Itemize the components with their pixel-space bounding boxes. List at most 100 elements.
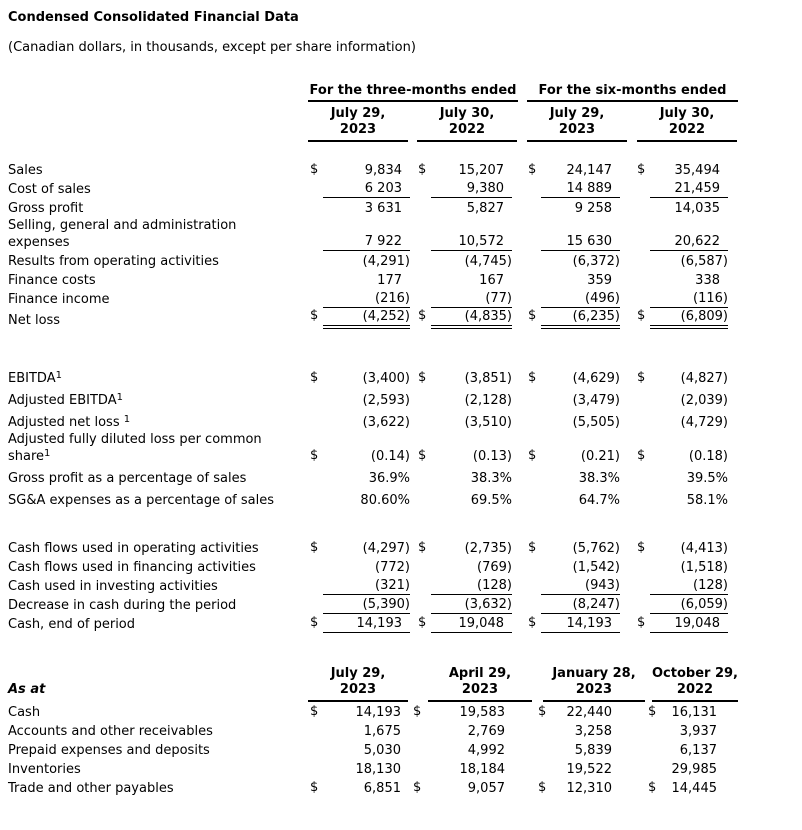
as-at-table: As at July 29, 2023 April 29, 2023 Janua… — [8, 665, 746, 797]
table-row: Sales $9,834 $15,207 $24,147 $35,494 — [8, 160, 746, 179]
table-row: Adjusted net loss 1 (3,622) (3,510) (5,505)… — [8, 409, 746, 431]
column-header: January 28, 2023 — [543, 665, 645, 702]
cell-value: 19,522 — [566, 762, 613, 777]
value-cell: (6,059) — [637, 596, 728, 614]
table-row: Cash flows used in operating activities $… — [8, 538, 746, 557]
value-cell: 9 258 — [528, 200, 620, 217]
value-cell: 14 889 — [528, 180, 620, 198]
cell-value: 7 922 — [323, 233, 410, 251]
cell-value: 19,048 — [431, 615, 512, 633]
table-row: Cash flows used in financing activities (… — [8, 557, 746, 576]
row-label: SG&A expenses as a percentage of sales — [8, 493, 275, 508]
dollar-sign: $ — [528, 162, 537, 177]
value-cell: 39.5% — [637, 470, 728, 487]
value-cell: 1,675 — [310, 723, 410, 740]
value-cell: 6 203 — [310, 180, 410, 198]
value-cell: 4,992 — [413, 742, 532, 759]
value-cell: 6,137 — [648, 742, 738, 759]
dollar-sign: $ — [418, 448, 427, 463]
cell-value: (4,729) — [680, 415, 728, 430]
row-label: Selling, general and administration expe… — [8, 218, 237, 250]
cell-value: 177 — [377, 273, 402, 288]
dollar-sign: $ — [538, 780, 547, 795]
value-cell: 21,459 — [637, 180, 728, 198]
column-header: October 29, 2022 — [652, 665, 738, 702]
cell-value: (128) — [650, 577, 728, 595]
cell-value: (116) — [650, 290, 728, 308]
cell-value: 38.3% — [578, 471, 620, 486]
dollar-sign: $ — [528, 308, 537, 323]
dollar-sign: $ — [310, 370, 319, 385]
page-subtitle: (Canadian dollars, in thousands, except … — [8, 40, 416, 55]
cell-value: (5,505) — [572, 415, 620, 430]
cell-value: (4,297) — [362, 541, 410, 556]
cell-value: 9 258 — [574, 201, 612, 216]
cell-value: 35,494 — [674, 163, 721, 178]
cell-value: (3,622) — [362, 415, 410, 430]
value-cell: (2,593) — [310, 392, 410, 409]
header-spacer — [8, 104, 308, 142]
row-label: Net loss — [8, 313, 61, 328]
value-cell: $6,851 — [310, 780, 410, 797]
value-cell: (128) — [418, 577, 512, 595]
section-non-gaap-measures: EBITDA1 $ (3,400) $ (3,851) $ (4,629) $ (4,827) A… — [8, 365, 746, 509]
value-cell: (3,479) — [528, 392, 620, 409]
value-cell: 359 — [528, 272, 620, 289]
value-cell: $ (4,413) — [637, 540, 728, 557]
value-cell: (6,587) — [637, 253, 728, 270]
cell-value: 16,131 — [671, 705, 718, 720]
cell-value: (5,390) — [323, 596, 410, 614]
cell-value: (4,827) — [680, 371, 728, 386]
table-row: EBITDA1 $ (3,400) $ (3,851) $ (4,629) $ (4,827) — [8, 365, 746, 387]
cell-value: 5,839 — [574, 743, 612, 758]
cell-value: 14,445 — [671, 781, 718, 796]
table-row: Cash $14,193 $19,583 $22,440 $16,131 — [8, 702, 746, 721]
dollar-sign: $ — [310, 162, 319, 177]
column-header: July 29, 2023 — [308, 665, 408, 702]
cell-value: (769) — [477, 560, 512, 575]
dollar-sign: $ — [637, 162, 646, 177]
value-cell: $ (3,851) — [418, 370, 512, 387]
table-row: Finance costs 177 167 359 338 — [8, 270, 746, 289]
cell-value: 167 — [479, 273, 504, 288]
value-cell: $ (5,762) — [528, 540, 620, 557]
value-cell: 5,030 — [310, 742, 410, 759]
cell-value: 15 630 — [541, 233, 620, 251]
table-row: Gross profit as a percentage of sales 36.… — [8, 465, 746, 487]
row-label: Gross profit — [8, 201, 84, 216]
value-cell: 10,572 — [418, 233, 512, 251]
value-cell: $ (4,629) — [528, 370, 620, 387]
table-row: Selling, general and administration expe… — [8, 217, 746, 251]
cell-value: 69.5% — [470, 493, 512, 508]
column-header: July 30, 2022 — [637, 104, 737, 142]
cell-value: (1,542) — [572, 560, 620, 575]
value-cell: (3,622) — [310, 414, 410, 431]
cell-value: 58.1% — [686, 493, 728, 508]
cell-value: 2,769 — [467, 724, 505, 739]
cell-value: 14,193 — [541, 615, 620, 633]
cell-value: 19,048 — [650, 615, 728, 633]
table-row: Prepaid expenses and deposits 5,030 4,992 5… — [8, 740, 746, 759]
table-row: Adjusted EBITDA1 (2,593) (2,128) (3,479) (2,… — [8, 387, 746, 409]
value-cell: 58.1% — [637, 492, 728, 509]
cell-value: (0.13) — [472, 449, 512, 464]
table-row: Decrease in cash during the period (5,390… — [8, 595, 746, 614]
cell-value: (6,587) — [680, 254, 728, 269]
value-cell: (77) — [418, 290, 512, 308]
cell-value: 338 — [695, 273, 720, 288]
row-label: Cash used in investing activities — [8, 579, 218, 594]
table-row: Cash, end of period $14,193 $19,048 $14,193… — [8, 614, 746, 633]
cell-value: (1,518) — [680, 560, 728, 575]
cell-value: (0.21) — [580, 449, 620, 464]
cell-value: 14 889 — [541, 180, 620, 198]
cell-value: 18,184 — [459, 762, 506, 777]
column-group-header-six-months: For the six-months ended — [527, 82, 738, 102]
cell-value: (6,235) — [541, 308, 620, 329]
cell-value: 19,583 — [459, 705, 506, 720]
value-cell: 338 — [637, 272, 728, 289]
cell-value: (496) — [541, 290, 620, 308]
row-label: Adjusted EBITDA1 — [8, 392, 123, 409]
value-cell: $16,131 — [648, 704, 738, 721]
value-cell: $14,445 — [648, 780, 738, 797]
value-cell: $ (3,400) — [310, 370, 410, 387]
